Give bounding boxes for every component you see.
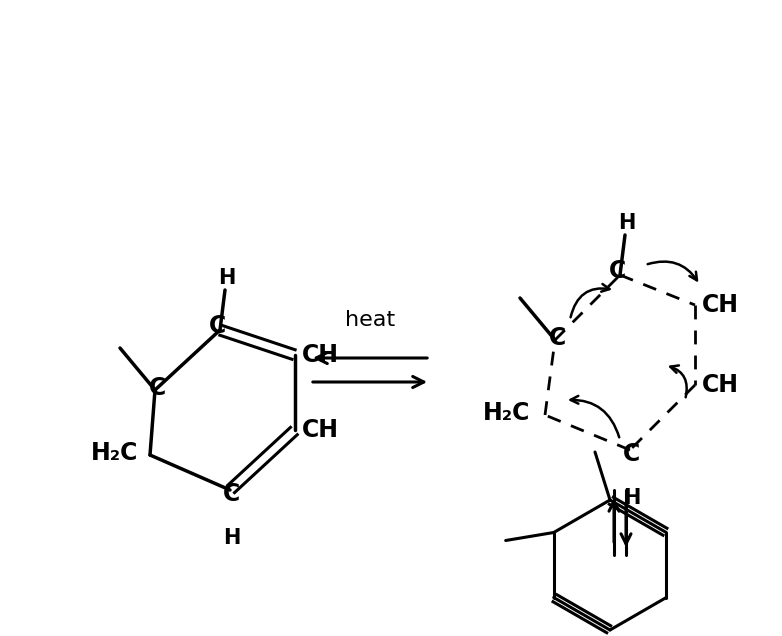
Text: H: H [619,213,636,233]
Text: C: C [623,442,640,466]
Text: heat: heat [345,310,395,330]
Text: CH: CH [302,343,339,367]
Text: H: H [623,488,640,508]
Text: C: C [210,314,227,338]
Text: H₂C: H₂C [91,441,138,465]
Text: H: H [224,528,241,548]
Text: C: C [548,326,565,350]
Text: H₂C: H₂C [483,401,531,425]
Text: CH: CH [701,373,738,397]
Text: H: H [218,268,235,288]
Text: CH: CH [701,293,738,317]
Text: C: C [149,376,166,400]
Text: CH: CH [302,418,339,442]
Text: C: C [609,259,626,283]
Text: C: C [224,482,241,506]
